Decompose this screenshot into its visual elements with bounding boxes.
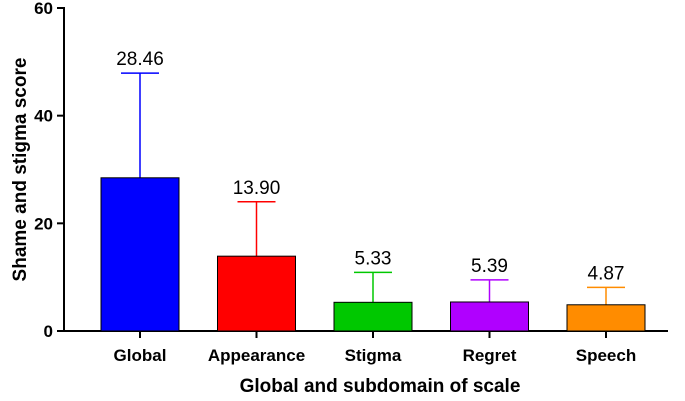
y-tick-label-0: 0 [44, 322, 53, 341]
x-tick-label-global: Global [114, 346, 167, 365]
y-tick-label-60: 60 [34, 0, 53, 18]
x-tick-label-stigma: Stigma [345, 346, 402, 365]
data-label-stigma: 5.33 [355, 248, 392, 269]
data-label-regret: 5.39 [471, 256, 508, 277]
bar-speech [566, 304, 646, 332]
bar-global [100, 177, 180, 332]
data-label-speech: 4.87 [588, 263, 625, 284]
data-label-appearance: 13.90 [233, 178, 281, 199]
x-axis-title: Global and subdomain of scale [240, 376, 521, 397]
y-tick-label-40: 40 [34, 107, 53, 126]
x-tick-label-regret: Regret [463, 346, 517, 365]
y-tick-label-20: 20 [34, 214, 53, 233]
plot-area: 0 20 40 60 Global 28.46 Appearance 13.90 Stigma 5… [34, 0, 668, 365]
data-label-global: 28.46 [116, 49, 164, 70]
bar-regret [450, 301, 529, 332]
x-tick-label-speech: Speech [576, 346, 636, 365]
bar-stigma [333, 301, 413, 332]
y-axis-title: Shame and stigma score [10, 58, 31, 282]
bar-appearance [217, 255, 296, 332]
x-tick-label-appearance: Appearance [208, 346, 305, 365]
